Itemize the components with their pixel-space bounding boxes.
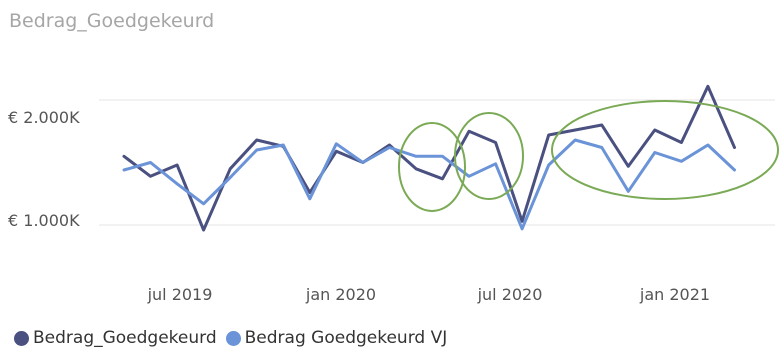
annotation-ellipse — [454, 112, 524, 200]
legend-item[interactable]: Bedrag Goedgekeurd VJ — [225, 328, 448, 348]
legend-label: Bedrag Goedgekeurd VJ — [244, 328, 448, 348]
x-tick-label: jul 2019 — [147, 285, 213, 304]
legend-marker-icon — [14, 330, 29, 346]
x-tick-label: jul 2020 — [477, 285, 543, 304]
x-tick-label: jan 2021 — [639, 285, 711, 304]
x-tick-label: jan 2020 — [305, 285, 377, 304]
y-tick-label: € 1.000K — [8, 211, 80, 230]
annotation-ellipse — [551, 100, 779, 200]
legend-item[interactable]: Bedrag_Goedgekeurd — [14, 328, 217, 348]
chart-title: Bedrag_Goedgekeurd — [9, 10, 215, 32]
legend: Bedrag_Goedgekeurd Bedrag Goedgekeurd VJ — [14, 328, 456, 348]
legend-marker-icon — [225, 330, 241, 346]
series-line — [122, 84, 736, 232]
annotation-ellipse — [398, 122, 466, 212]
series-line — [122, 138, 736, 231]
legend-label: Bedrag_Goedgekeurd — [33, 328, 217, 348]
y-tick-label: € 2.000K — [8, 108, 80, 127]
